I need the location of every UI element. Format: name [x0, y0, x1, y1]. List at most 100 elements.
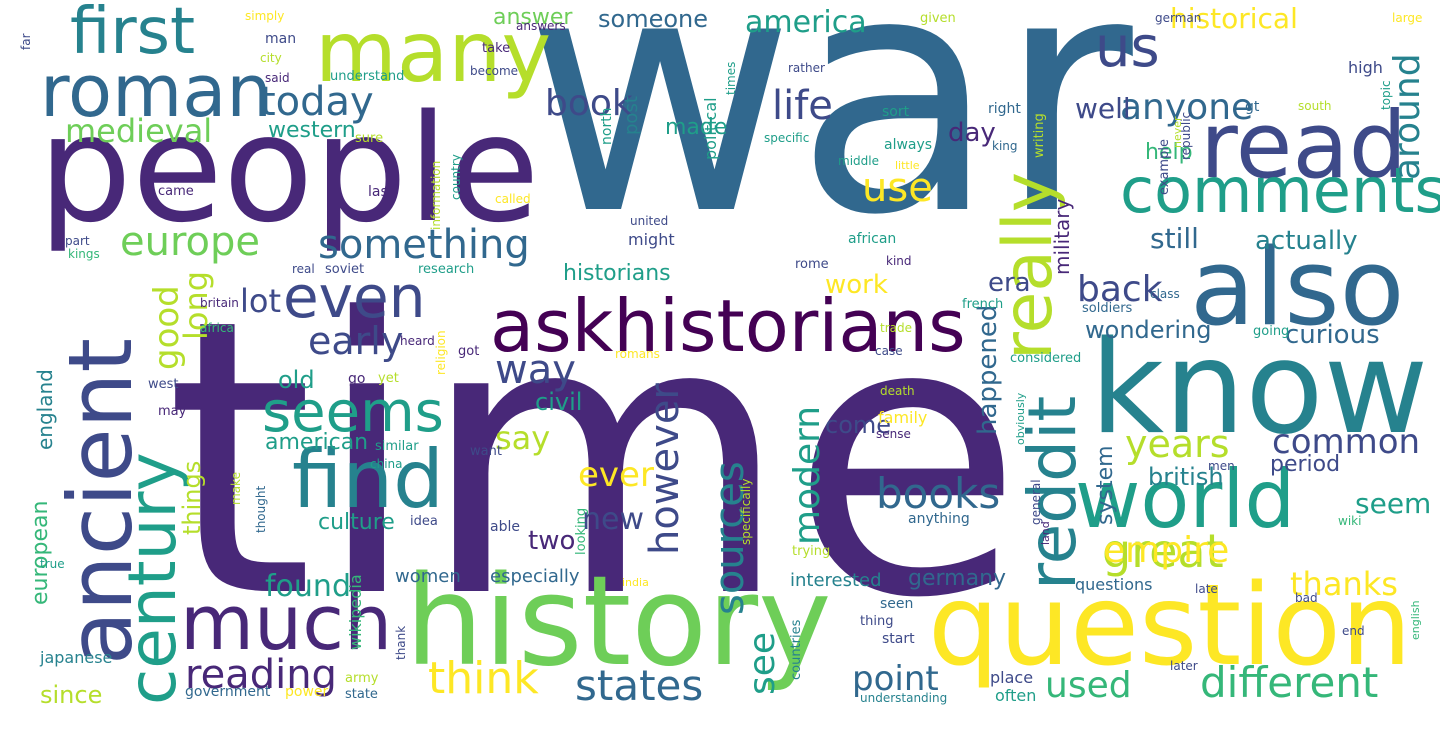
word-question: question: [928, 561, 1412, 691]
word-old: old: [278, 366, 315, 394]
word-start: start: [882, 631, 915, 647]
word-new: new: [582, 502, 645, 537]
word-french: french: [962, 297, 1004, 312]
word-power: power: [285, 684, 329, 700]
word-back: back: [1077, 269, 1163, 310]
word-come: come: [825, 411, 892, 439]
word-states: states: [575, 661, 704, 710]
word-real: real: [292, 262, 315, 276]
word-want: want: [470, 444, 502, 459]
word-answer: answer: [493, 5, 573, 30]
word-historians: historians: [563, 261, 671, 286]
word-happened: happened: [973, 304, 1003, 435]
word-case: case: [875, 344, 903, 358]
word-read: read: [1200, 92, 1408, 199]
word-soldiers: soldiers: [1082, 301, 1133, 316]
word-thanks: thanks: [1290, 565, 1398, 603]
word-much: much: [180, 578, 393, 667]
word-later: later: [1170, 659, 1198, 673]
word-understanding: understanding: [860, 691, 948, 705]
word-war: war: [525, 0, 1133, 287]
word-said: said: [265, 71, 290, 85]
word-british: british: [1148, 463, 1224, 491]
word-askhistorians: askhistorians: [490, 284, 966, 368]
word-given: given: [920, 11, 956, 26]
word-wikipedia: wikipedia: [346, 574, 365, 650]
word-questions: questions: [1075, 575, 1153, 594]
word-wiki: wiki: [1338, 514, 1362, 528]
word-century: century: [114, 452, 191, 705]
word-take: take: [482, 41, 511, 56]
word-people: people: [38, 83, 540, 255]
word-seem: seem: [1355, 487, 1432, 520]
word-great: great: [1102, 524, 1224, 578]
word-ever: ever: [578, 455, 654, 495]
word-far: far: [19, 33, 33, 50]
word-wondering: wondering: [1085, 316, 1212, 344]
word-western: western: [268, 118, 356, 143]
word-similar: similar: [375, 439, 419, 454]
word-might: might: [628, 230, 675, 249]
word-book: book: [545, 83, 633, 124]
word-even: even: [283, 263, 426, 331]
word-death: death: [880, 384, 915, 398]
word-world: world: [1075, 453, 1296, 546]
word-idea: idea: [410, 514, 438, 529]
word-north: north: [599, 107, 615, 145]
word-rather: rather: [788, 61, 825, 75]
word-high: high: [1348, 58, 1383, 77]
word-point: point: [852, 659, 939, 699]
word-things: things: [178, 460, 206, 535]
word-medieval: medieval: [65, 112, 213, 150]
word-never: never: [1171, 116, 1184, 148]
word-anyone: anyone: [1120, 87, 1254, 128]
word-period: period: [1270, 452, 1341, 477]
word-think: think: [428, 653, 539, 704]
word-europe: europe: [120, 219, 260, 265]
word-romans: romans: [615, 347, 660, 361]
word-years: years: [1125, 422, 1230, 466]
word-used: used: [1045, 665, 1132, 706]
word-general: general: [1029, 479, 1043, 525]
word-topic: topic: [1379, 80, 1393, 110]
word-place: place: [990, 668, 1034, 687]
word-example: example: [1157, 139, 1172, 195]
word-china: china: [370, 457, 403, 471]
word-first: first: [70, 0, 196, 69]
word-historical: historical: [1170, 2, 1298, 35]
word-may: may: [158, 404, 187, 419]
word-interested: interested: [790, 570, 882, 591]
word-america: america: [745, 5, 867, 40]
word-gt: gt: [1245, 99, 1260, 115]
word-india: india: [622, 576, 649, 589]
word-seen: seen: [880, 596, 914, 612]
word-able: able: [490, 519, 520, 535]
word-german: german: [1155, 11, 1202, 25]
word-last: last: [368, 184, 394, 200]
word-state: state: [345, 687, 378, 702]
word-anything: anything: [908, 511, 970, 527]
word-men: men: [1208, 459, 1235, 473]
word-africa: africa: [200, 321, 234, 335]
word-army: army: [345, 671, 379, 686]
word-english: english: [1409, 600, 1422, 640]
word-government: government: [185, 684, 271, 700]
word-us: us: [1095, 15, 1160, 80]
word-little: little: [895, 159, 920, 172]
word-lot: lot: [240, 282, 282, 320]
word-something: something: [318, 222, 530, 268]
word-bad: bad: [1295, 591, 1318, 605]
word-say: say: [495, 419, 551, 457]
word-roman: roman: [40, 49, 272, 133]
word-system: system: [1093, 445, 1118, 525]
word-around: around: [1387, 53, 1428, 180]
word-japanese: japanese: [40, 648, 113, 667]
word-specifically: specifically: [739, 478, 753, 545]
word-find: find: [292, 433, 444, 526]
word-political: political: [701, 97, 720, 160]
word-culture: culture: [318, 510, 395, 535]
word-use: use: [862, 165, 933, 211]
word-specific: specific: [764, 131, 810, 145]
word-thing: thing: [860, 614, 894, 629]
